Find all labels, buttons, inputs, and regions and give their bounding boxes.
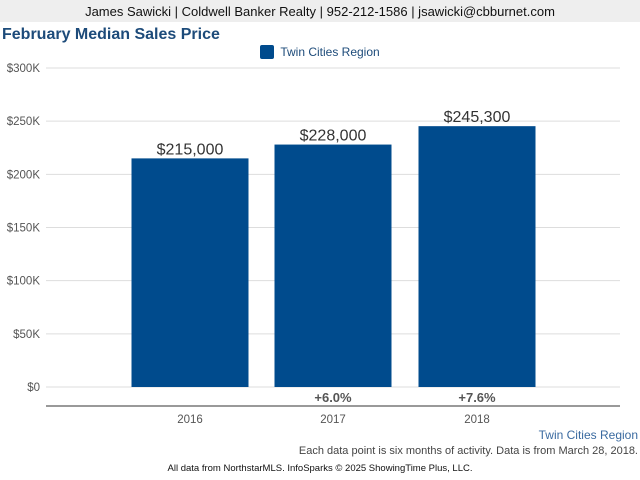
legend-swatch — [260, 45, 275, 59]
bars — [131, 126, 536, 387]
y-tick-label: $150K — [7, 223, 41, 235]
bar[interactable] — [418, 126, 536, 387]
chart-legend[interactable]: Twin Cities Region — [0, 45, 640, 59]
data-note: Each data point is six months of activit… — [298, 445, 638, 457]
contact-text: James Sawicki | Coldwell Banker Realty |… — [85, 3, 555, 19]
x-tick-label: 2017 — [320, 414, 346, 426]
data-credit: All data from NorthstarMLS. InfoSparks ©… — [167, 463, 473, 474]
bar-value-label: $228,000 — [300, 128, 367, 145]
bar-value-label: $245,300 — [444, 109, 511, 126]
y-tick-label: $200K — [7, 169, 41, 181]
change-label: +7.6% — [458, 390, 496, 405]
bar-value-labels: $215,000 $228,000 $245,300 — [157, 109, 511, 158]
y-axis-ticks: $0 $50K $100K $150K $200K $250K $300K — [7, 63, 41, 394]
source-label[interactable]: Twin Cities Region — [538, 428, 638, 442]
y-tick-label: $0 — [27, 382, 40, 394]
y-tick-label: $100K — [7, 276, 41, 288]
chart-title: February Median Sales Price — [2, 26, 220, 43]
legend-label: Twin Cities Region — [280, 45, 380, 59]
bar-value-label: $215,000 — [157, 141, 224, 158]
bar[interactable] — [131, 158, 249, 387]
change-labels: +6.0% +7.6% — [314, 390, 496, 405]
y-tick-label: $50K — [13, 329, 40, 341]
contact-header: James Sawicki | Coldwell Banker Realty |… — [0, 0, 640, 22]
bar[interactable] — [274, 144, 392, 387]
y-tick-label: $250K — [7, 116, 41, 128]
y-tick-label: $300K — [7, 63, 41, 75]
x-tick-label: 2018 — [464, 414, 490, 426]
change-label: +6.0% — [314, 390, 352, 405]
x-tick-label: 2016 — [177, 414, 203, 426]
x-axis-ticks: 2016 2017 2018 — [177, 414, 490, 426]
